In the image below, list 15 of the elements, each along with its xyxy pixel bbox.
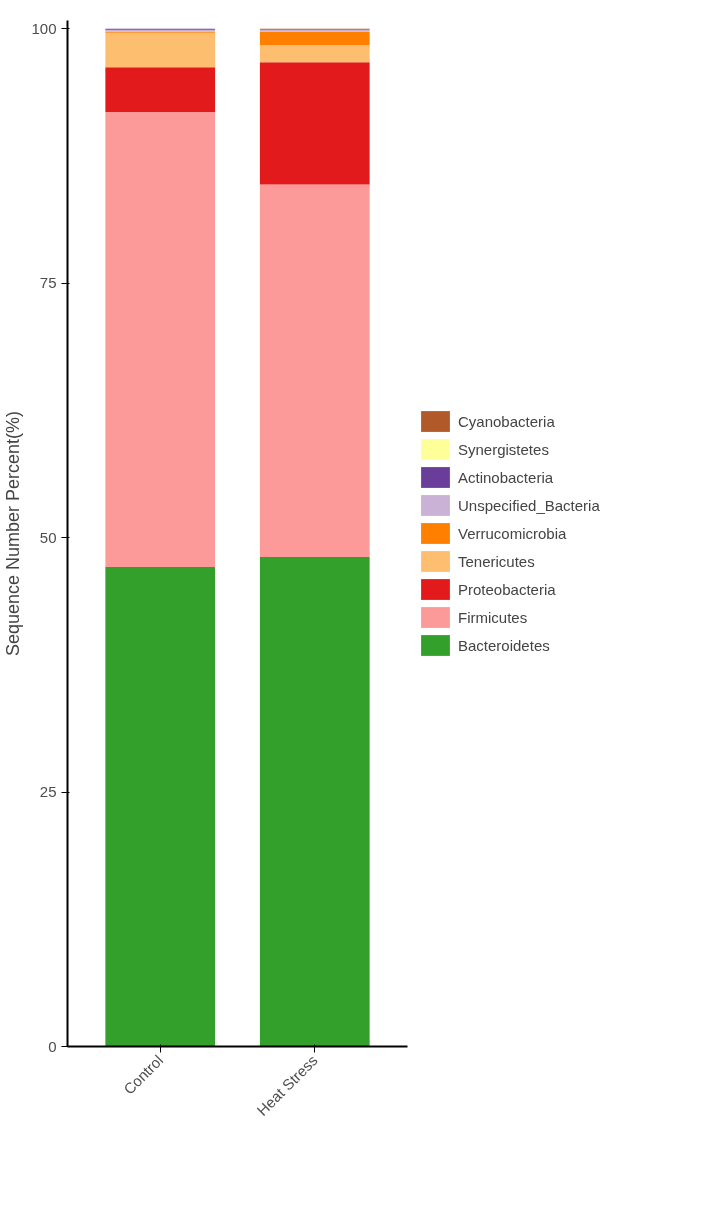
legend-label: Actinobacteria [458,468,554,486]
legend-label: Tenericutes [458,552,535,570]
y-tick-label: 0 [48,1037,57,1055]
y-tick-label: 100 [31,19,57,37]
y-axis-title: Sequence Number Percent(%) [3,410,24,657]
y-tick-label: 25 [39,783,57,801]
legend-label: Firmicutes [458,608,528,626]
legend-label: Proteobacteria [458,580,556,598]
legend-label: Verrucomicrobia [458,524,567,542]
legend-label: Cyanobacteria [458,412,555,430]
legend-label: Bacteroidetes [458,636,550,654]
legend-label: Synergistetes [458,440,549,458]
y-tick-label: 50 [39,528,57,546]
legend-label: Unspecified_Bacteria [458,496,600,514]
y-tick-label: 75 [39,274,57,292]
